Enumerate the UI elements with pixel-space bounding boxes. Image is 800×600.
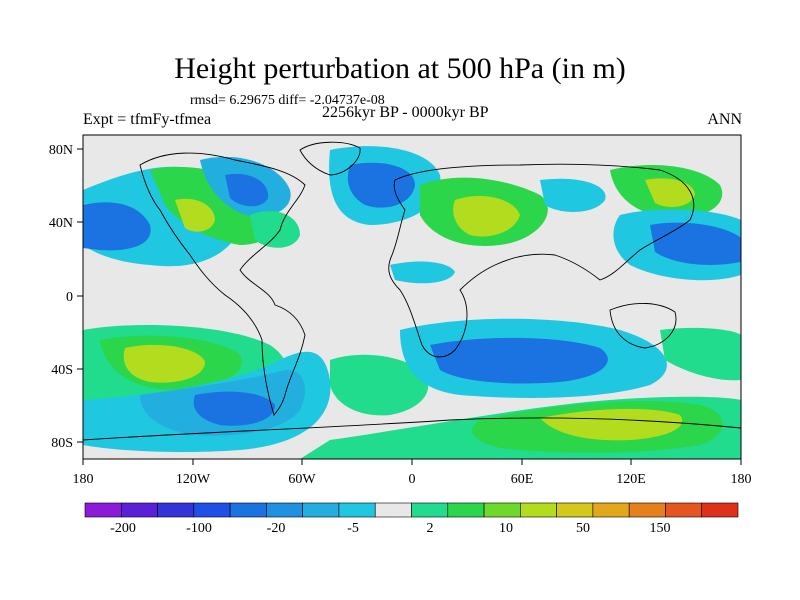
contour-pos-tasman xyxy=(660,327,741,381)
y-tick-label: 40N xyxy=(49,216,73,231)
contour-neg-canada-core xyxy=(225,173,269,207)
contour-neg-atlantic-core xyxy=(347,162,415,208)
y-tick-label: 40S xyxy=(51,363,73,378)
plot-title: Height perturbation at 500 hPa (in m) xyxy=(174,52,626,85)
period-label: 2256kyr BP - 0000kyr BP xyxy=(322,104,489,121)
colorbar-swatch xyxy=(374,502,412,518)
colorbar-label: 50 xyxy=(576,521,590,536)
colorbar-swatch xyxy=(483,502,521,518)
colorbar-swatch xyxy=(665,502,703,518)
colorbar-swatch xyxy=(338,502,376,518)
colorbar-swatch xyxy=(302,502,340,518)
season-label: ANN xyxy=(707,111,742,128)
colorbar-label: 2 xyxy=(427,521,434,536)
colorbar-swatch xyxy=(157,502,195,518)
contour-pos-southern-ocean-core xyxy=(540,408,683,441)
colorbar-swatch xyxy=(229,502,267,518)
colorbar-swatch xyxy=(411,502,449,518)
colorbar-swatch xyxy=(120,502,158,518)
stats-label: rmsd= 6.29675 diff= -2.04737e-08 xyxy=(190,93,385,108)
contour-pos-spacific-core xyxy=(123,344,205,383)
x-tick-label: 120W xyxy=(176,472,211,487)
colorbar-swatch xyxy=(447,502,485,518)
colorbar-swatch xyxy=(266,502,303,518)
experiment-label: Expt = tfmFy-tfmea xyxy=(83,111,212,128)
colorbar-swatch xyxy=(520,502,557,518)
contour-neg-siberia xyxy=(540,178,606,212)
outline-eurasia-africa xyxy=(388,163,695,358)
outline-australia xyxy=(609,302,677,349)
outline-antarctica xyxy=(83,417,741,441)
contour-neg-pacific-n-core xyxy=(83,202,151,251)
coastlines xyxy=(83,141,741,441)
contour-pos-namerica-core xyxy=(175,198,215,232)
colorbar-swatch xyxy=(556,502,594,518)
y-tick-label: 0 xyxy=(66,290,73,305)
contour-pos-eurasia-core xyxy=(453,195,520,237)
x-tick-label: 60E xyxy=(511,472,534,487)
contour-neg-npacific-w-core xyxy=(650,222,741,265)
colorbar xyxy=(84,502,739,518)
x-tick-label: 120E xyxy=(616,472,646,487)
x-axis: 180 120W 60W 0 60E 120E 180 xyxy=(73,459,752,487)
outline-greenland xyxy=(299,141,361,176)
contour-neg-sahara xyxy=(390,261,455,284)
contour-neg-indian-core xyxy=(430,337,608,384)
colorbar-label: -200 xyxy=(110,521,136,536)
x-tick-label: 180 xyxy=(731,472,752,487)
contour-neg-drake-core xyxy=(193,391,275,426)
colorbar-label: -100 xyxy=(186,521,212,536)
colorbar-label: 150 xyxy=(650,521,671,536)
outline-americas xyxy=(139,152,306,416)
y-tick-label: 80N xyxy=(49,143,73,158)
colorbar-label: -5 xyxy=(347,521,359,536)
x-tick-label: 180 xyxy=(73,472,94,487)
colorbar-swatch xyxy=(193,502,231,518)
colorbar-swatch xyxy=(84,502,122,518)
contour-pos-us-east xyxy=(250,211,300,248)
x-tick-label: 60W xyxy=(288,472,316,487)
colorbar-swatch xyxy=(701,502,739,518)
y-tick-label: 80S xyxy=(51,436,73,451)
colorbar-swatch xyxy=(628,502,666,518)
x-tick-label: 0 xyxy=(409,472,416,487)
colorbar-swatch xyxy=(592,502,630,518)
colorbar-labels: -200 -100 -20 -5 2 10 50 150 xyxy=(110,521,670,536)
contour-pos-asia-ne-core xyxy=(645,178,695,207)
contour-pos-satlantic xyxy=(330,354,429,416)
colorbar-label: 10 xyxy=(499,521,513,536)
contour-field xyxy=(83,135,741,459)
colorbar-label: -20 xyxy=(267,521,286,536)
y-axis: 80N 40N 0 40S 80S xyxy=(49,143,83,451)
